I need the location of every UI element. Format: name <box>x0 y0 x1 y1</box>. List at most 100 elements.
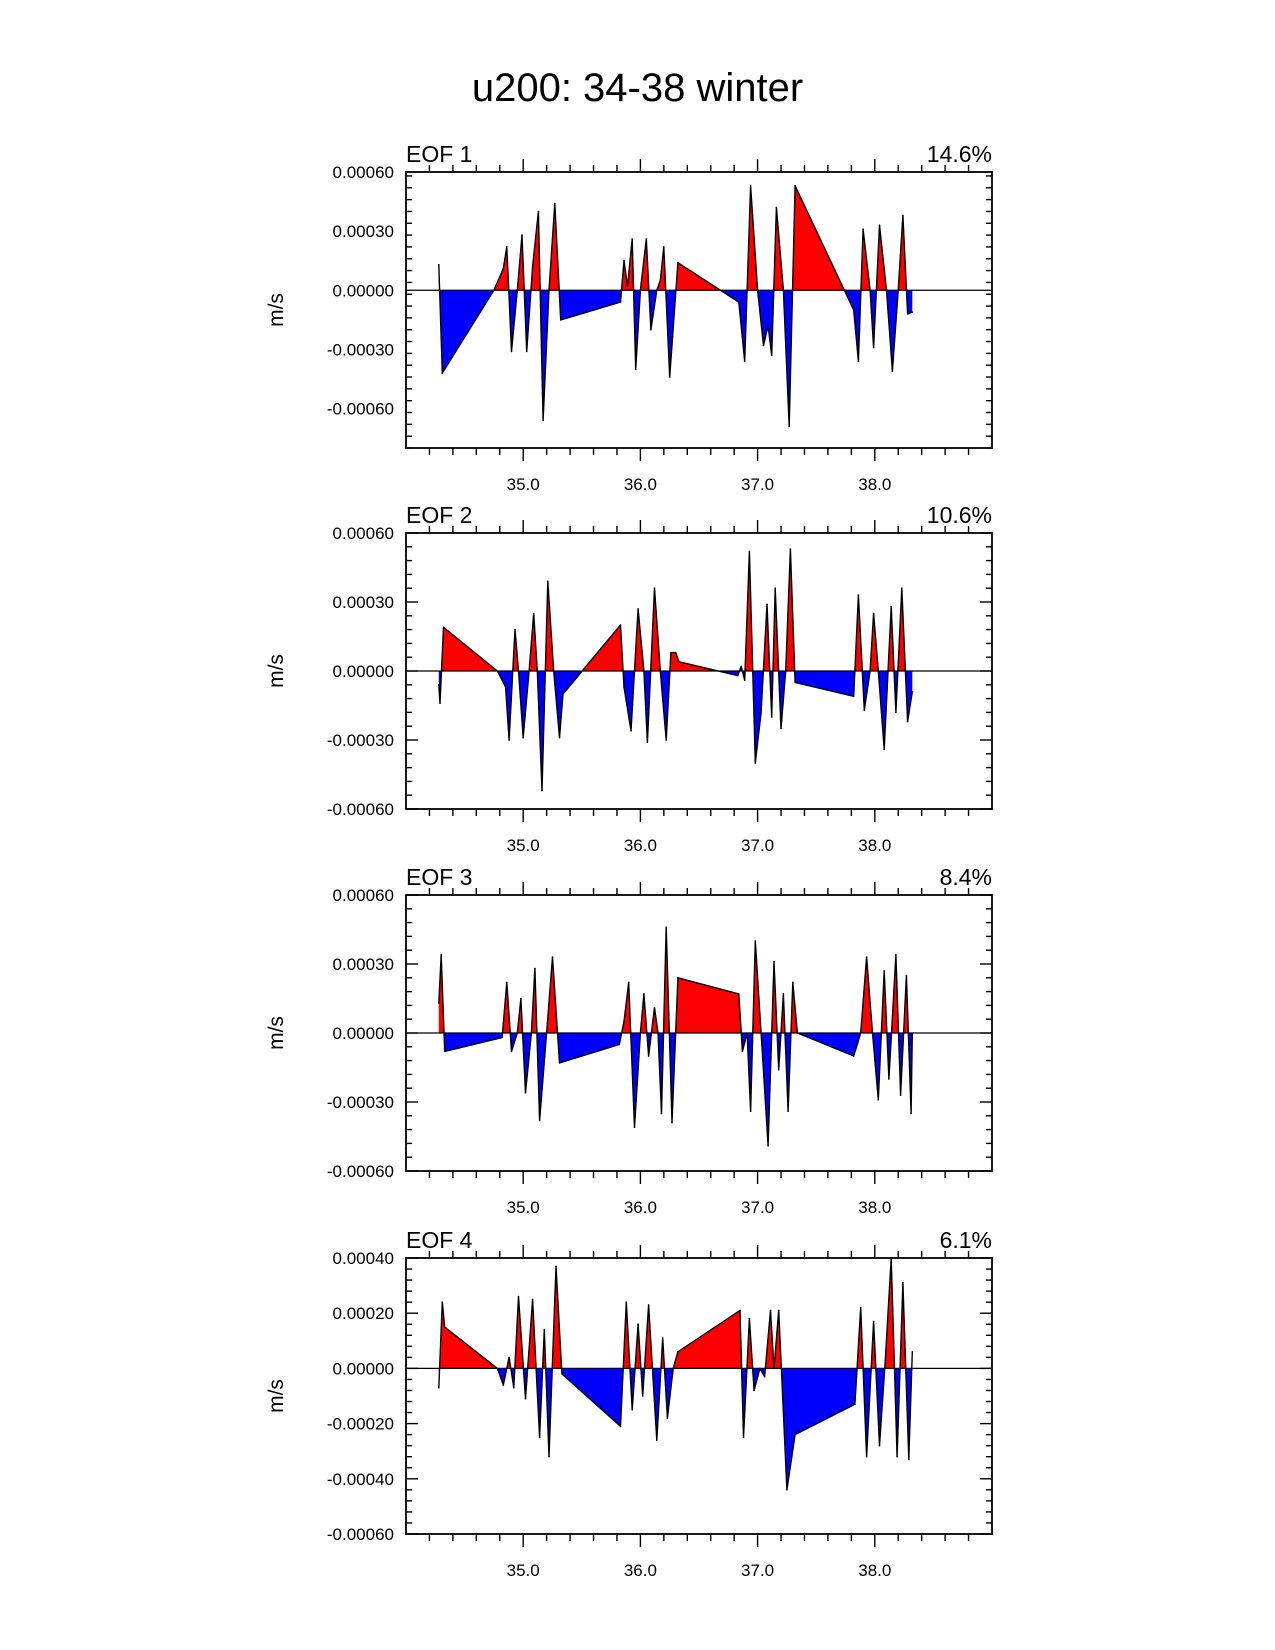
panel-label: EOF 3 <box>406 864 472 890</box>
y-axis-label: m/s <box>265 1016 288 1050</box>
data-point <box>623 1020 625 1023</box>
data-point <box>671 1121 673 1124</box>
data-point <box>633 1126 636 1129</box>
data-point <box>493 289 495 292</box>
data-point <box>911 1351 914 1353</box>
data-point <box>857 360 860 363</box>
data-point <box>775 206 778 209</box>
data-point <box>897 289 899 292</box>
data-points <box>438 926 914 1147</box>
data-point <box>885 289 888 292</box>
data-point <box>558 736 561 739</box>
data-point <box>653 587 656 589</box>
data-point <box>639 1032 642 1034</box>
data-line <box>438 185 913 427</box>
data-point <box>872 1320 875 1323</box>
data-point <box>623 259 625 262</box>
data-point <box>789 548 792 550</box>
data-point <box>646 741 649 744</box>
y-tick-label: -0.00040 <box>327 1470 394 1489</box>
data-point <box>794 1433 796 1436</box>
data-point <box>513 1386 515 1389</box>
data-point <box>522 736 524 739</box>
data-point <box>674 651 677 654</box>
data-point <box>559 319 562 321</box>
data-point <box>643 670 645 672</box>
x-tick-label: 35.0 <box>507 1561 540 1580</box>
data-point <box>668 376 671 378</box>
x-tick-label: 35.0 <box>507 475 540 494</box>
data-point <box>531 1298 534 1301</box>
data-point <box>619 301 622 303</box>
data-point <box>770 716 773 718</box>
plot-frame <box>405 171 993 449</box>
data-point <box>651 1362 653 1364</box>
data-point <box>656 1439 658 1441</box>
data-point <box>762 344 765 347</box>
y-tick-label: 0.00030 <box>333 593 394 612</box>
data-point <box>659 279 662 282</box>
y-tick-label: 0.00060 <box>333 886 394 905</box>
data-point <box>510 1050 513 1053</box>
data-point <box>647 1055 650 1057</box>
x-tick-label: 38.0 <box>858 1198 891 1217</box>
data-point <box>524 1092 527 1094</box>
data-point <box>878 1444 881 1447</box>
data-point <box>896 1455 898 1458</box>
data-point <box>794 681 796 684</box>
panel-label: EOF 2 <box>406 502 472 528</box>
data-point <box>854 1403 856 1406</box>
data-point <box>911 311 914 313</box>
data-point <box>890 605 892 608</box>
data-point <box>902 214 904 217</box>
data-point <box>554 202 556 205</box>
data-point <box>442 626 445 629</box>
data-point <box>877 670 880 672</box>
data-point <box>739 1309 741 1312</box>
data-points <box>438 548 914 792</box>
x-tick-label: 36.0 <box>624 836 657 855</box>
data-point <box>869 289 871 292</box>
data-point <box>528 670 530 672</box>
plot-frame <box>405 1257 993 1535</box>
data-point <box>862 228 864 230</box>
data-point <box>625 1301 628 1303</box>
data-point <box>784 670 787 672</box>
data-point <box>863 709 866 711</box>
y-tick-label: -0.00030 <box>327 1093 394 1112</box>
x-tick-label: 35.0 <box>507 836 540 855</box>
data-point <box>895 711 897 714</box>
data-point <box>792 981 794 984</box>
data-point <box>534 967 536 970</box>
positive-area <box>438 185 913 291</box>
x-tick-label: 35.0 <box>507 1198 540 1217</box>
data-point <box>910 1112 912 1115</box>
data-point <box>878 224 881 226</box>
data-point <box>884 1359 887 1361</box>
y-tick-label: 0.00060 <box>333 524 394 543</box>
data-point <box>517 1295 520 1298</box>
variance-label: 14.6% <box>927 141 992 167</box>
eof-panel-2: EOF 2 10.6% -0.00060 -0.00030 0.00000 0.00030… <box>265 502 993 855</box>
data-point <box>555 1265 557 1268</box>
data-point <box>440 954 443 956</box>
data-point <box>637 1323 639 1325</box>
data-point <box>857 594 860 596</box>
data-point <box>543 1329 546 1331</box>
data-point <box>740 665 742 668</box>
data-point <box>883 748 885 750</box>
eof-panel-3: EOF 3 8.4% -0.00060 -0.00030 0.00000 0.00030 0… <box>265 864 993 1217</box>
data-point <box>782 993 785 995</box>
data-point <box>906 720 909 723</box>
data-point <box>911 1032 914 1034</box>
y-tick-label: 0.00000 <box>333 1024 394 1043</box>
data-point <box>508 739 510 741</box>
data-point <box>774 587 776 589</box>
y-tick-label: 0.00040 <box>333 1249 394 1268</box>
data-point <box>788 425 790 428</box>
data-point <box>743 679 746 681</box>
data-point <box>871 1032 874 1034</box>
variance-label: 10.6% <box>927 502 992 528</box>
data-point <box>759 1367 761 1370</box>
